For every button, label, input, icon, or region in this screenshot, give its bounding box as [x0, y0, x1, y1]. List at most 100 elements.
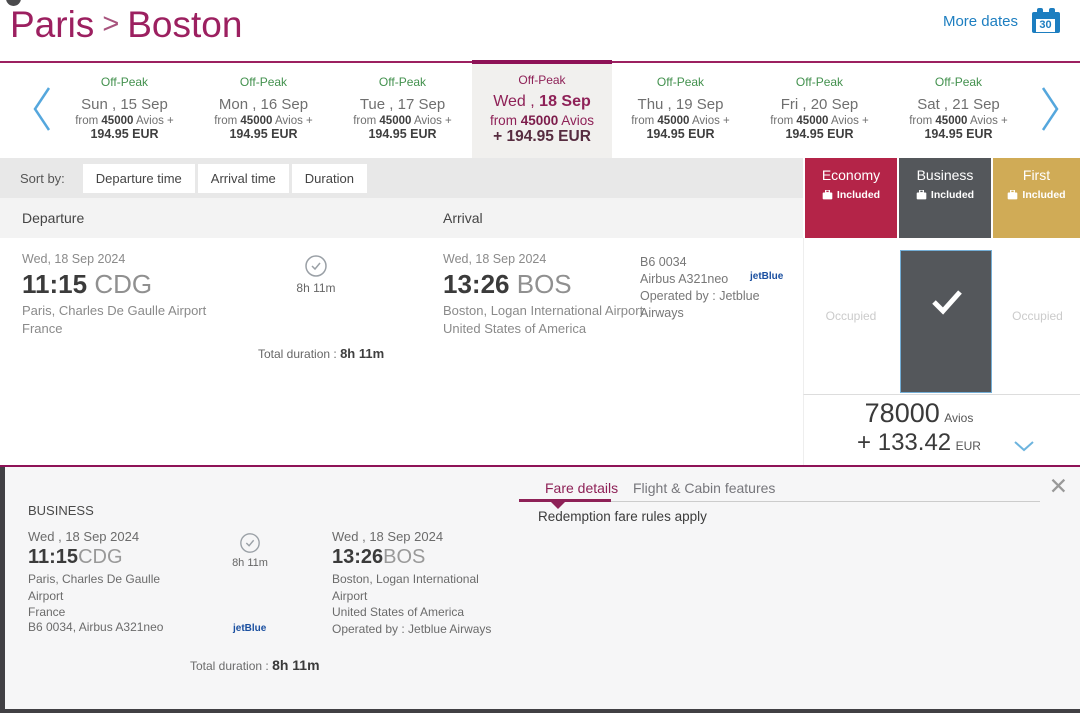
sort-arrival-time-button[interactable]: Arrival time [197, 163, 289, 193]
aircraft-type: Airbus A321neo [640, 272, 729, 286]
panel-bottom-border [0, 709, 1080, 713]
route-origin: Paris [10, 4, 95, 45]
cabin-name: Business [916, 167, 974, 183]
flight-aircraft-line: B6 0034, Airbus A321neo [28, 620, 164, 634]
peak-label: Off-Peak [378, 75, 427, 89]
date-card-sun-15-sep[interactable]: Off-Peak Sun , 15 Sep from 45000 Avios +… [55, 63, 194, 158]
tab-flight-cabin-features[interactable]: Flight & Cabin features [633, 480, 776, 496]
fare-rules-note: Redemption fare rules apply [538, 509, 707, 524]
date-card-wed-18-sep-selected[interactable]: Off-Peak Wed , 18 Sep from 45000 Avios +… [472, 60, 612, 160]
arrival-airport-code: BOS [516, 269, 572, 299]
date-card-mon-16-sep[interactable]: Off-Peak Mon , 16 Sep from 45000 Avios +… [194, 63, 333, 158]
price-eur: 194.95 EUR [229, 127, 298, 141]
leg-duration: 8h 11m [232, 557, 268, 569]
cabin-header-business[interactable]: Business Included [899, 158, 991, 238]
sort-by-label: Sort by: [20, 170, 65, 186]
tab-fare-details[interactable]: Fare details [545, 480, 619, 496]
fare-details-panel: Fare details Flight & Cabin features ✕ R… [0, 465, 1080, 713]
panel-departure-block: Wed , 18 Sep 2024 11:15CDG Paris, Charle… [28, 529, 188, 621]
close-icon[interactable]: ✕ [1048, 473, 1068, 499]
tab-divider [519, 501, 1040, 502]
checkmark-icon [932, 290, 962, 315]
economy-occupied-cell: Occupied [825, 309, 877, 323]
peak-label: Off-Peak [656, 75, 705, 89]
chevron-right-icon [1041, 87, 1059, 131]
date-card-fri-20-sep[interactable]: Off-Peak Fri , 20 Sep from 45000 Avios +… [750, 63, 889, 158]
departure-airport-code: CDG [78, 546, 123, 568]
departure-date: Wed, 18 Sep 2024 [22, 252, 126, 266]
operated-by: Operated by : Jetblue Airways [640, 289, 760, 320]
jetblue-logo: jetBlue [233, 623, 267, 634]
cabin-included: Included [993, 189, 1080, 201]
carousel-next-button[interactable] [1038, 85, 1062, 138]
calendar-body: 30 [1032, 12, 1060, 33]
arrival-time: 13:26 BOS [443, 269, 572, 299]
panel-duration-block: 8h 11m [228, 532, 272, 569]
price-line: from 45000 Avios + [214, 115, 313, 127]
departure-airport: Paris, Charles De Gaulle Airport France [22, 303, 207, 336]
cabin-class-label: BUSINESS [28, 503, 94, 518]
price-line: from 45000 Avios + [631, 115, 730, 127]
flight-number: B6 0034 [640, 255, 687, 269]
price-eur: 194.95 EUR [368, 127, 437, 141]
price-avios: 78000 Avios [864, 398, 974, 428]
price-eur: 194.95 EUR [924, 127, 993, 141]
more-dates-link[interactable]: More dates [942, 13, 1018, 30]
calendar-ring-left [1037, 8, 1043, 14]
price-eur: 194.95 EUR [646, 127, 715, 141]
active-tab-underline [519, 499, 611, 502]
sort-departure-time-button[interactable]: Departure time [82, 163, 195, 193]
price-line: from 45000 Avios + [909, 115, 1008, 127]
date-card-tue-17-sep[interactable]: Off-Peak Tue , 17 Sep from 45000 Avios +… [333, 63, 472, 158]
peak-label: Off-Peak [518, 73, 566, 87]
departure-date: Wed , 18 Sep 2024 [28, 529, 140, 544]
date-label: Fri , 20 Sep [780, 96, 859, 113]
carousel-prev-button[interactable] [30, 85, 54, 138]
leg-duration: 8h 11m [296, 281, 336, 295]
cabin-included: Included [805, 189, 897, 201]
suitcase-icon [916, 190, 927, 200]
page-header: Paris > Boston More dates 30 [0, 0, 1080, 63]
departure-block: Wed, 18 Sep 2024 11:15 CDG Paris, Charle… [22, 252, 206, 338]
cabin-name: Economy [821, 167, 881, 183]
arrival-column-header: Arrival [443, 210, 483, 226]
price-eur: 194.95 EUR [785, 127, 854, 141]
departure-column-header: Departure [22, 210, 85, 226]
route-destination: Boston [127, 4, 243, 45]
panel-left-border [0, 467, 5, 713]
business-selected-cell[interactable] [900, 250, 992, 393]
calendar-icon[interactable]: 30 [1032, 8, 1060, 35]
chevron-left-icon [33, 87, 51, 131]
peak-label: Off-Peak [934, 75, 983, 89]
flight-info-block: B6 0034 Airbus A321neo Operated by : Jet… [640, 254, 803, 322]
date-carousel: Off-Peak Sun , 15 Sep from 45000 Avios +… [0, 60, 1080, 160]
total-duration: Total duration : 8h 11m [258, 346, 385, 361]
cabin-header-economy[interactable]: Economy Included [805, 158, 897, 238]
date-label: Wed , 18 Sep [493, 93, 591, 110]
peak-label: Off-Peak [239, 75, 288, 89]
cabin-name: First [1022, 167, 1051, 183]
column-header-row: Departure Arrival [0, 198, 803, 238]
date-card-sat-21-sep[interactable]: Off-Peak Sat , 21 Sep from 45000 Avios +… [889, 63, 1028, 158]
date-card-thu-19-sep[interactable]: Off-Peak Thu , 19 Sep from 45000 Avios +… [611, 63, 750, 158]
price-expand-button[interactable] [1012, 439, 1036, 457]
price-eur: + 194.95 EUR [493, 128, 591, 145]
sort-duration-button[interactable]: Duration [291, 163, 367, 193]
first-occupied-cell: Occupied [1012, 309, 1063, 323]
arrival-time: 13:26BOS [332, 546, 426, 568]
arrival-date: Wed, 18 Sep 2024 [443, 252, 547, 266]
calendar-day-number: 30 [1036, 19, 1055, 32]
cabin-header-first[interactable]: First Included [993, 158, 1080, 238]
clock-icon [305, 255, 327, 277]
suitcase-icon [822, 190, 833, 200]
suitcase-icon [1008, 190, 1018, 200]
chevron-down-icon [1014, 441, 1034, 452]
calendar-ring-right [1049, 8, 1055, 14]
duration-block: 8h 11m [292, 254, 340, 295]
date-label: Sun , 15 Sep [81, 96, 168, 113]
price-line: from 45000 Avios + [75, 115, 174, 127]
arrival-airport-code: BOS [383, 546, 426, 568]
arrival-date: Wed , 18 Sep 2024 [332, 529, 444, 544]
peak-label: Off-Peak [795, 75, 844, 89]
